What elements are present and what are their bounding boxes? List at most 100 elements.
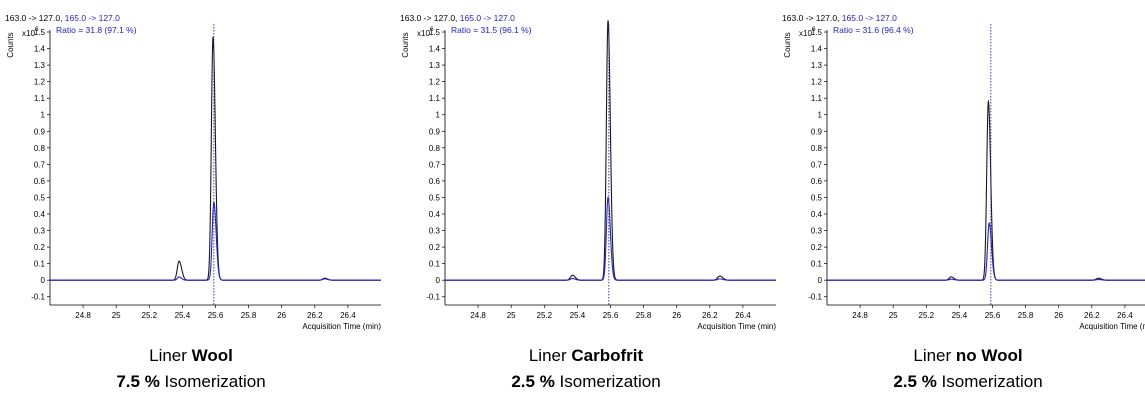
x-tick-label: 26.2	[307, 311, 323, 320]
y-tick-label: 1.4	[429, 45, 441, 54]
y-tick-label: 0.7	[34, 160, 46, 169]
header-transition-blue: 165.0 -> 127.0	[842, 13, 897, 23]
header-transitions-3: 163.0 -> 127.0, 165.0 -> 127.0	[782, 13, 897, 23]
y-tick-label: 0	[818, 276, 823, 285]
y-tick-label: 0.3	[429, 227, 441, 236]
y-scale-exponent-3: 6	[812, 26, 816, 33]
trace-qualifier-1	[50, 201, 381, 281]
header-transition-black: 163.0 -> 127.0,	[5, 13, 65, 23]
y-tick-label: -0.1	[426, 293, 440, 302]
x-tick-label: 26.4	[340, 311, 356, 320]
y-scale-label-1: x10	[22, 29, 35, 38]
y-scale-exponent-1: 6	[35, 26, 39, 33]
x-axis-label-2: Acquisition Time (min)	[697, 322, 776, 331]
x-tick-label: 25.4	[570, 311, 586, 320]
y-tick-label: 1.3	[811, 61, 823, 70]
x-tick-label: 25.8	[241, 311, 257, 320]
y-tick-label: 1.1	[429, 94, 441, 103]
ratio-label-3: Ratio = 31.6 (96.4 %)	[833, 25, 914, 35]
x-tick-label: 24.8	[852, 311, 868, 320]
header-transition-blue: 165.0 -> 127.0	[460, 13, 515, 23]
header-transitions-2: 163.0 -> 127.0, 165.0 -> 127.0	[400, 13, 515, 23]
x-axis-label-1: Acquisition Time (min)	[302, 322, 381, 331]
y-tick-label: 1.1	[811, 94, 823, 103]
liner-caption-1: Liner Wool	[149, 346, 233, 365]
header-transition-black: 163.0 -> 127.0,	[782, 13, 842, 23]
y-tick-label: 0.1	[811, 260, 823, 269]
y-tick-label: 0.5	[429, 193, 441, 202]
isomerization-caption-3: 2.5 % Isomerization	[893, 372, 1043, 391]
x-tick-label: 24.8	[470, 311, 486, 320]
y-tick-label: 0.3	[811, 227, 823, 236]
y-tick-label: 1	[41, 111, 46, 120]
y-tick-label: 0.4	[811, 210, 823, 219]
isomerization-value-1: 7.5 %	[116, 372, 160, 391]
x-tick-label: 26.4	[1117, 311, 1133, 320]
y-tick-label: 1.3	[429, 61, 441, 70]
x-tick-label: 25.2	[142, 311, 158, 320]
x-tick-label: 25.8	[1018, 311, 1034, 320]
x-tick-label: 25.8	[636, 311, 652, 320]
y-tick-label: 0.9	[34, 127, 46, 136]
y-tick-label: 0.5	[34, 193, 46, 202]
x-tick-label: 26	[672, 311, 681, 320]
chromatogram-plot-2: 163.0 -> 127.0, 165.0 -> 127.0 Ratio = 31…	[400, 13, 776, 331]
y-tick-label: 0.2	[811, 243, 823, 252]
y-tick-label: 0.1	[429, 260, 441, 269]
y-tick-label: 1.4	[34, 45, 46, 54]
y-tick-label: 0	[436, 276, 441, 285]
y-tick-label: 1.4	[811, 45, 823, 54]
y-tick-label: 1.2	[34, 78, 46, 87]
x-tick-label: 26.2	[702, 311, 718, 320]
x-tick-label: 24.8	[75, 311, 91, 320]
y-tick-label: 0.8	[811, 144, 823, 153]
y-tick-label: 1.2	[811, 78, 823, 87]
y-tick-label: 1.2	[429, 78, 441, 87]
y-scale-exponent-2: 6	[430, 26, 434, 33]
y-scale-label-3: x10	[799, 29, 812, 38]
y-tick-label: 0.6	[429, 177, 441, 186]
y-tick-label: 1.3	[34, 61, 46, 70]
y-tick-label: 1.5	[429, 28, 441, 37]
y-tick-label: 0.8	[34, 144, 46, 153]
x-tick-label: 26.4	[735, 311, 751, 320]
x-tick-label: 25.4	[952, 311, 968, 320]
y-tick-label: 0.2	[34, 243, 46, 252]
x-tick-label: 25	[889, 311, 898, 320]
y-tick-label: 0.7	[429, 160, 441, 169]
y-scale-label-2: x10	[417, 29, 430, 38]
y-tick-label: 1.5	[34, 28, 46, 37]
trace-qualifier-2	[445, 196, 776, 281]
trace-quantifier-1	[50, 36, 381, 281]
y-tick-label: 0.9	[429, 127, 441, 136]
y-tick-label: -0.1	[808, 293, 822, 302]
isomerization-value-3: 2.5 %	[893, 372, 937, 391]
y-tick-label: 1.1	[34, 94, 46, 103]
header-transition-blue: 165.0 -> 127.0	[65, 13, 120, 23]
y-tick-label: 0.5	[811, 193, 823, 202]
chromatogram-plot-1: 163.0 -> 127.0, 165.0 -> 127.0 Ratio = 31…	[5, 13, 381, 331]
liner-caption-3: Liner no Wool	[913, 346, 1023, 365]
y-tick-label: 0.1	[34, 260, 46, 269]
liner-type-1: Wool	[191, 346, 233, 365]
x-tick-label: 25	[507, 311, 516, 320]
y-tick-label: 0.6	[811, 177, 823, 186]
y-tick-label: 0.8	[429, 144, 441, 153]
header-transition-black: 163.0 -> 127.0,	[400, 13, 460, 23]
trace-quantifier-3	[827, 99, 1145, 281]
isomerization-caption-2: 2.5 % Isomerization	[511, 372, 661, 391]
liner-caption-2: Liner Carbofrit	[528, 346, 644, 365]
x-tick-label: 25.4	[175, 311, 191, 320]
ratio-label-1: Ratio = 31.8 (97.1 %)	[56, 25, 137, 35]
isomerization-value-2: 2.5 %	[511, 372, 555, 391]
y-tick-label: 0.4	[429, 210, 441, 219]
y-tick-label: 0.6	[34, 177, 46, 186]
y-axis-label-3: Counts	[783, 32, 792, 57]
x-tick-label: 26	[277, 311, 286, 320]
chromatogram-panel-2: 163.0 -> 127.0, 165.0 -> 127.0 Ratio = 31…	[395, 0, 777, 394]
chromatogram-panel-1: 163.0 -> 127.0, 165.0 -> 127.0 Ratio = 31…	[0, 0, 382, 394]
chromatogram-panel-3: 163.0 -> 127.0, 165.0 -> 127.0 Ratio = 31…	[777, 0, 1145, 394]
y-tick-label: 0.9	[811, 127, 823, 136]
x-tick-label: 25	[112, 311, 121, 320]
